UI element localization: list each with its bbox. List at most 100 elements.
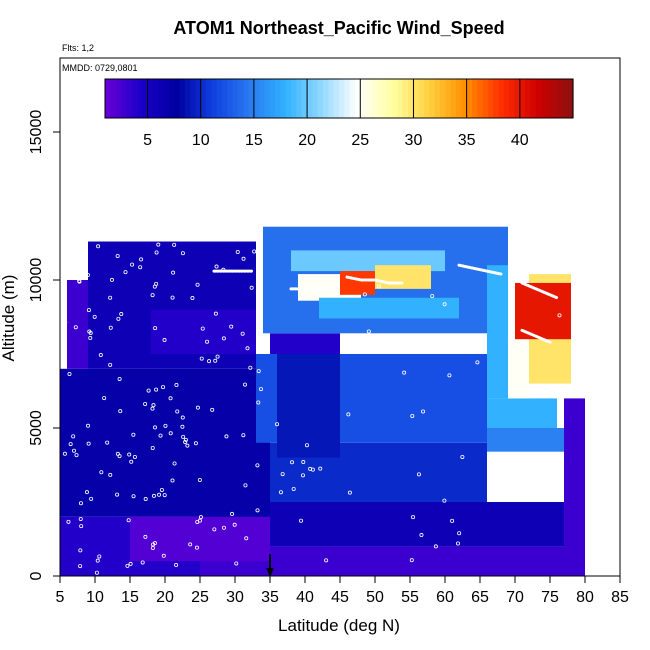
colorbar-swatch: [519, 79, 526, 118]
observation-point: [66, 519, 71, 524]
colorbar-swatch: [248, 79, 255, 118]
colorbar-swatch: [360, 79, 367, 118]
observation-point: [185, 443, 190, 448]
observation-point: [98, 353, 103, 358]
observation-point: [78, 501, 83, 506]
observation-point: [108, 362, 113, 367]
observation-point: [280, 472, 285, 477]
colorbar-swatch: [530, 79, 537, 118]
heatmap-cell: [319, 297, 459, 319]
colorbar-swatch: [237, 79, 244, 118]
heatmap-cell: [60, 368, 270, 517]
y-tick-label: 5000: [28, 410, 45, 446]
colorbar-swatch: [105, 79, 111, 118]
x-tick-label: 80: [576, 589, 594, 606]
observation-point: [79, 524, 84, 529]
y-axis: 0 5000 10000 15000: [28, 110, 61, 580]
colorbar-swatch: [429, 79, 436, 118]
colorbar-swatch: [131, 79, 138, 118]
colorbar-swatch: [397, 79, 404, 118]
observation-point: [180, 424, 185, 429]
flight-track: [457, 263, 503, 276]
observation-point: [174, 383, 179, 388]
x-tick-label: 35: [261, 589, 279, 606]
x-tick-label: 50: [366, 589, 384, 606]
observation-point: [301, 460, 306, 465]
colorbar-tick-label: 5: [143, 132, 152, 149]
y-tick-label: 0: [28, 571, 45, 580]
colorbar-swatch: [477, 79, 484, 118]
observation-point: [433, 544, 438, 549]
heatmap-cells: [60, 226, 585, 576]
observation-point: [430, 293, 435, 298]
observation-point: [416, 472, 421, 477]
colorbar-swatch: [163, 79, 170, 118]
x-tick-label: 10: [86, 589, 104, 606]
observation-point: [72, 448, 77, 453]
colorbar-swatch: [259, 79, 266, 118]
colorbar-swatch: [120, 79, 127, 118]
observation-point: [172, 242, 177, 247]
observation-point: [224, 434, 229, 439]
y-tick-label: 15000: [28, 110, 45, 155]
observation-point: [156, 242, 161, 247]
x-tick-label: 60: [436, 589, 454, 606]
observation-point: [77, 278, 82, 283]
dates-note: MMDD: 0729,0801: [62, 63, 138, 73]
observation-point: [536, 462, 541, 467]
colorbar-swatch: [232, 79, 239, 118]
colorbar-tick-label: 10: [192, 132, 210, 149]
observation-point: [99, 470, 104, 475]
heatmap-cell: [487, 398, 557, 428]
colorbar-swatch: [168, 79, 175, 118]
colorbar-swatch: [216, 79, 223, 118]
observation-point: [248, 365, 253, 370]
observation-point: [255, 508, 260, 513]
x-tick-label: 30: [226, 589, 244, 606]
colorbar-frame: [104, 78, 574, 119]
observation-point: [168, 396, 173, 401]
observation-point: [161, 385, 166, 390]
observation-point: [132, 454, 137, 459]
colorbar-swatch: [285, 79, 292, 118]
observation-point: [212, 527, 217, 532]
observation-point: [221, 267, 226, 272]
observation-point: [419, 533, 424, 538]
observation-point: [346, 412, 351, 417]
x-tick-label: 75: [541, 589, 559, 606]
heatmap-cell: [277, 354, 340, 458]
observation-point: [245, 346, 250, 351]
observation-point: [88, 331, 93, 336]
colorbar: 5 10 15 20 25 30 35 40: [104, 78, 574, 149]
observation-point: [221, 525, 226, 530]
heatmap-cell: [151, 309, 256, 354]
observation-point: [130, 262, 135, 267]
observation-point: [200, 326, 205, 331]
colorbar-swatch: [456, 79, 462, 118]
observation-point: [172, 461, 177, 466]
observation-point: [258, 387, 263, 392]
colorbar-swatch: [227, 79, 234, 118]
observation-point: [62, 451, 67, 456]
colorbar-swatch: [525, 79, 532, 118]
observation-point: [140, 560, 145, 565]
colorbar-swatch: [509, 79, 516, 118]
colorbar-swatch: [184, 79, 191, 118]
colorbar-swatch: [381, 79, 388, 118]
colorbar-swatch: [174, 79, 181, 118]
x-tick-label: 55: [401, 589, 419, 606]
heatmap-cell: [340, 271, 375, 295]
observation-point: [105, 440, 110, 445]
observation-point: [207, 359, 212, 364]
x-tick-label: 45: [331, 589, 349, 606]
observation-point: [108, 325, 113, 330]
observation-point: [241, 256, 246, 261]
flights-note: Flts: 1,2: [62, 43, 94, 53]
observation-point: [109, 277, 114, 282]
colorbar-swatch: [514, 79, 521, 118]
observation-point: [117, 376, 122, 381]
colorbar-tick-label: 15: [245, 132, 263, 149]
colorbar-swatch: [200, 79, 207, 118]
observation-point: [152, 425, 157, 430]
colorbar-swatch: [408, 79, 415, 118]
